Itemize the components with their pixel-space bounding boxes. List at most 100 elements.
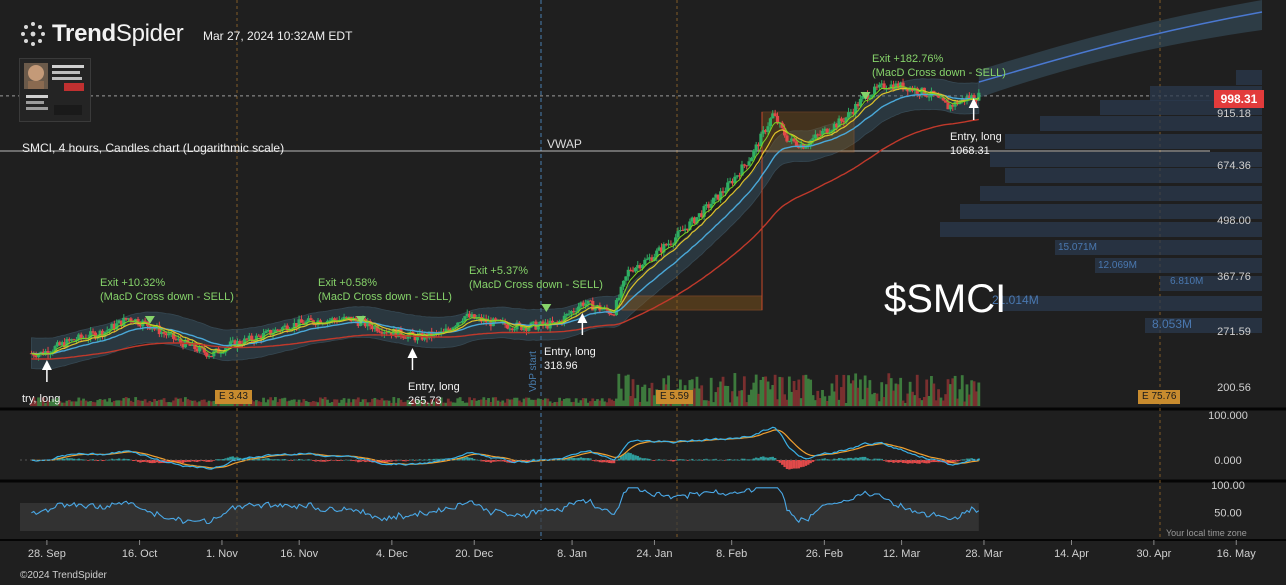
volume-profile-label: 8.053M xyxy=(1152,317,1192,331)
exit-arrow-icon xyxy=(144,316,155,324)
macd-histogram-bar xyxy=(589,458,592,461)
volume-bar xyxy=(354,399,358,406)
candle-body xyxy=(257,335,261,337)
candle-body xyxy=(655,250,659,257)
macd-histogram-bar xyxy=(499,460,502,462)
candle-body xyxy=(977,92,981,101)
candle-body xyxy=(79,334,83,338)
candle-body xyxy=(645,258,649,260)
volume-bar xyxy=(591,398,595,406)
volume-bar xyxy=(787,376,791,406)
macd-histogram-bar xyxy=(418,459,422,461)
macd-histogram-bar xyxy=(174,460,178,463)
volume-bar xyxy=(645,401,649,406)
macd-histogram-bar xyxy=(482,460,486,462)
volume-bar xyxy=(70,401,74,406)
macd-histogram-bar xyxy=(143,460,147,462)
macd-histogram-bar xyxy=(165,460,168,464)
volume-bar xyxy=(534,399,538,406)
volume-bar xyxy=(932,383,936,406)
volume-bar xyxy=(307,402,310,406)
candle-body xyxy=(233,340,237,348)
candle-body xyxy=(858,98,862,107)
macd-histogram-bar xyxy=(901,460,905,464)
macd-histogram-bar xyxy=(721,459,725,461)
volume-bar xyxy=(387,400,391,406)
macd-histogram-bar xyxy=(968,458,971,461)
volume-bar xyxy=(844,402,848,406)
volume-bar xyxy=(771,385,775,406)
volume-bar xyxy=(752,382,756,406)
macd-histogram-bar xyxy=(428,458,431,461)
earnings-badge-1[interactable]: E 3.43 xyxy=(215,390,252,404)
macd-histogram-bar xyxy=(501,460,504,462)
candle-body xyxy=(648,257,652,259)
earnings-badge-2[interactable]: E 5.59 xyxy=(656,390,693,404)
candle-body xyxy=(150,328,154,330)
macd-histogram-bar xyxy=(925,460,928,464)
macd-histogram-bar xyxy=(132,460,135,461)
macd-histogram-bar xyxy=(646,458,649,461)
candle-body xyxy=(963,98,967,102)
volume-bar xyxy=(726,386,730,406)
volume-bar xyxy=(207,400,211,406)
volume-bar xyxy=(889,378,893,406)
volume-bar xyxy=(437,400,441,406)
volume-bar xyxy=(520,402,524,406)
macd-histogram-bar xyxy=(598,460,602,463)
macd-histogram-bar xyxy=(899,460,902,463)
macd-histogram-bar xyxy=(437,458,441,461)
vwap-label: VWAP xyxy=(547,137,582,151)
volume-bar xyxy=(157,399,161,406)
macd-histogram-bar xyxy=(799,460,803,468)
macd-histogram-bar xyxy=(707,459,711,461)
macd-histogram-bar xyxy=(953,460,957,462)
volume-bar xyxy=(572,401,576,406)
brand-logo[interactable]: TrendSpider xyxy=(20,20,184,48)
macd-histogram-bar xyxy=(766,457,770,461)
macd-histogram-bar xyxy=(323,460,327,462)
exit-arrow-icon xyxy=(355,316,366,324)
candle-body xyxy=(936,95,941,98)
earnings-badge-3[interactable]: E 75.76 xyxy=(1138,390,1181,404)
macd-histogram-bar xyxy=(648,458,651,461)
candle-body xyxy=(160,331,164,335)
candle-body xyxy=(756,144,761,147)
volume-bar xyxy=(368,402,372,406)
volume-bars xyxy=(30,373,981,406)
timezone-label[interactable]: Your local time zone xyxy=(1166,528,1247,538)
volume-bar xyxy=(193,400,197,406)
volume-bar xyxy=(169,402,173,406)
volume-bar xyxy=(792,381,796,406)
macd-histogram-bar xyxy=(390,460,393,462)
candle-body xyxy=(740,164,744,176)
macd-histogram-bar xyxy=(281,459,284,461)
macd-histogram-bar xyxy=(210,460,213,462)
candle-body xyxy=(809,140,813,145)
volume-bar xyxy=(30,402,33,406)
candle-body xyxy=(198,346,202,352)
candle-body xyxy=(792,138,796,142)
macd-histogram-bar xyxy=(754,457,758,461)
macd-histogram-bar xyxy=(603,460,606,463)
candle-body xyxy=(676,231,680,238)
candle-body xyxy=(619,286,623,298)
candle-body xyxy=(288,329,292,331)
candle-body xyxy=(387,332,391,334)
candle-body xyxy=(51,351,55,354)
macd-histogram-bar xyxy=(231,456,234,461)
candle-body xyxy=(347,316,351,318)
candle-body xyxy=(586,300,590,304)
volume-bar xyxy=(44,402,48,406)
macd-histogram-bar xyxy=(866,458,869,461)
macd-histogram-bar xyxy=(610,460,613,464)
volume-bar xyxy=(371,398,374,406)
macd-histogram-bar xyxy=(326,460,329,462)
macd-histogram-bar xyxy=(312,460,315,461)
macd-histogram-bar xyxy=(958,460,962,461)
candle-body xyxy=(771,113,775,119)
macd-histogram-bar xyxy=(717,459,720,461)
trade-signals[interactable]: Exit +10.32% (MacD Cross down - SELL) Exit… xyxy=(22,53,1006,407)
